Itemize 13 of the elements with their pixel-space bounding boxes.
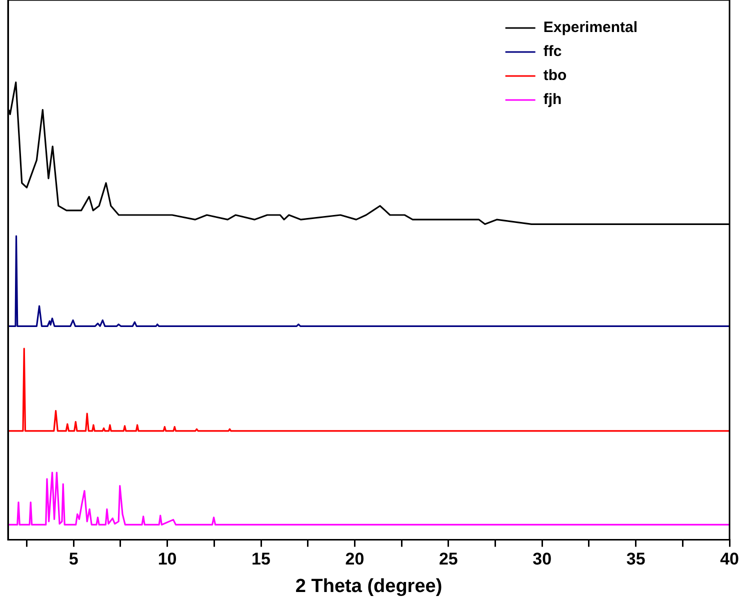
x-tick-label: 35 — [626, 550, 646, 569]
legend-label: fjh — [543, 91, 562, 108]
x-tick-label: 15 — [252, 550, 270, 569]
x-tick-label: 10 — [158, 550, 177, 569]
x-axis-title: 2 Theta (degree) — [295, 576, 442, 597]
x-tick-label: 5 — [68, 550, 78, 569]
x-tick-label: 30 — [532, 550, 552, 569]
legend-label: tbo — [543, 67, 567, 84]
x-tick-label: 25 — [438, 550, 458, 569]
x-tick-label: 40 — [720, 550, 740, 569]
legend-label: Experimental — [543, 19, 638, 36]
x-tick-label: 20 — [345, 550, 364, 569]
legend-label: ffc — [543, 43, 562, 60]
